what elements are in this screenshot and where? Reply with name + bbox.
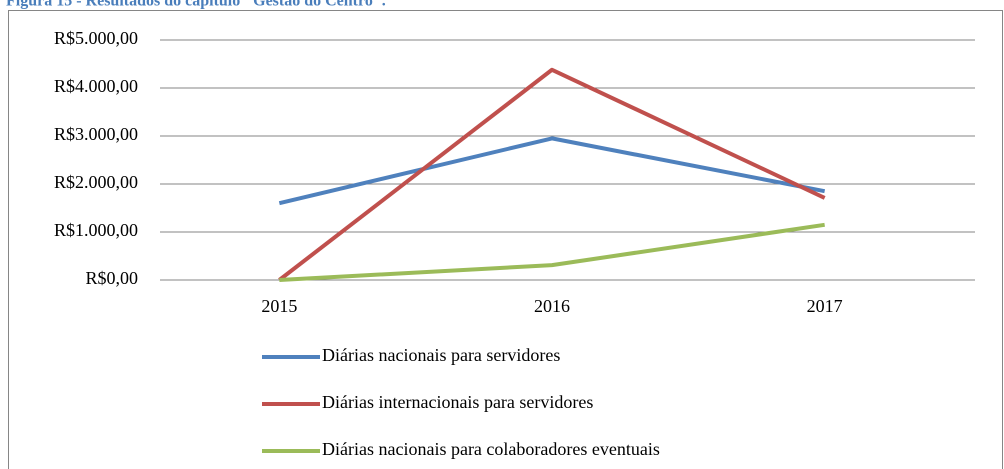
y-tick-label: R$4.000,00 [54,76,138,96]
series-line [278,136,826,206]
y-tick-label: R$2.000,00 [54,172,138,192]
series-line [279,222,825,282]
chart-frame [8,10,1003,469]
y-tick-label: R$3.000,00 [54,124,138,144]
x-tick-label: 2015 [261,296,297,316]
x-tick-label: 2016 [534,296,570,316]
chart-title: Figura 15 - Resultados do capítulo "Gest… [6,0,386,10]
legend-label: Diárias internacionais para servidores [322,392,593,412]
legend-label: Diárias nacionais para colaboradores eve… [322,439,660,459]
legend-label: Diárias nacionais para servidores [322,345,560,365]
y-tick-label: R$0,00 [85,268,138,288]
y-tick-label: R$5.000,00 [54,28,138,48]
x-tick-label: 2017 [807,296,843,316]
series-line [278,67,826,282]
y-tick-label: R$1.000,00 [54,220,138,240]
